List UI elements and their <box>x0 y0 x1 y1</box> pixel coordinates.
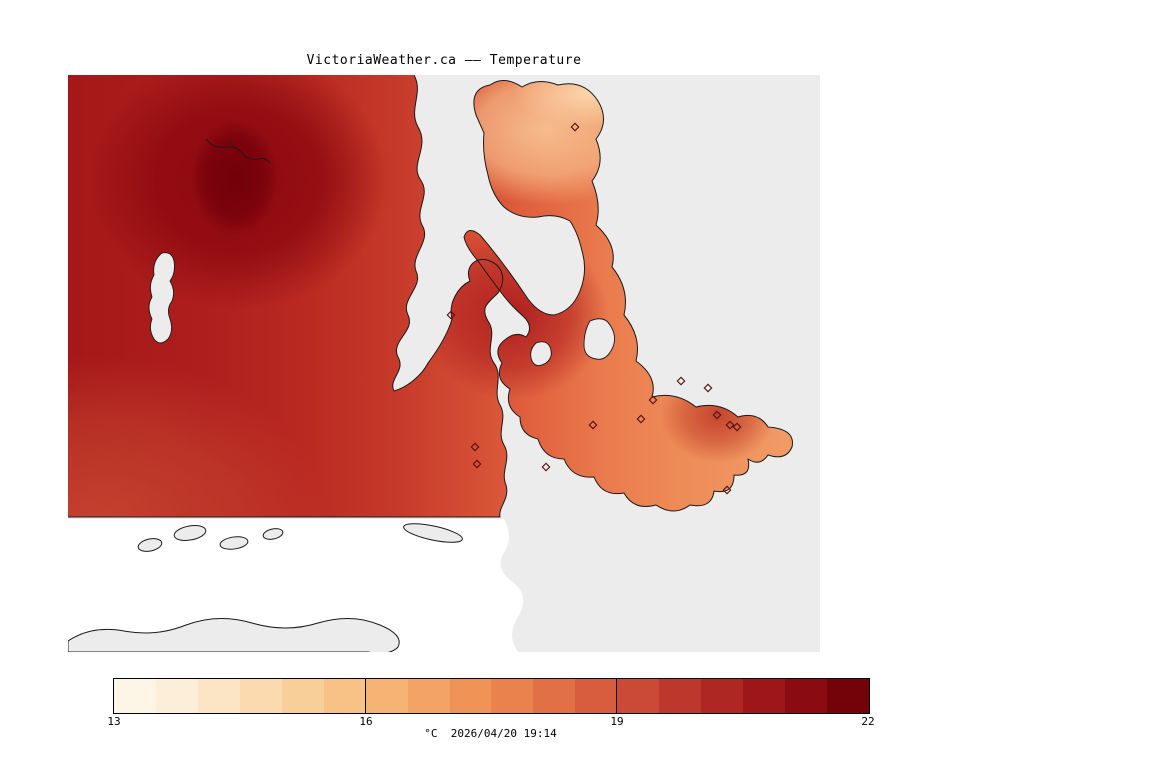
station-marker-icon <box>725 420 735 430</box>
river-line <box>205 138 271 164</box>
southern-land <box>68 523 463 652</box>
coastlines <box>68 75 793 518</box>
mainland-coastline <box>68 75 508 518</box>
colorbar-segment <box>575 679 618 713</box>
station-marker-icon <box>676 376 686 386</box>
colorbar-segment <box>365 679 408 713</box>
colorbar-segment <box>449 679 492 713</box>
colorbar-segment <box>659 679 702 713</box>
colorbar-segment <box>533 679 576 713</box>
colorbar-segment <box>407 679 450 713</box>
colorbar-segment <box>491 679 534 713</box>
colorbar <box>113 678 870 714</box>
station-marker-icon <box>570 122 580 132</box>
colorbar-segment <box>197 679 240 713</box>
lake-outlines <box>148 252 615 366</box>
station-marker-icon <box>470 442 480 452</box>
colorbar-tickmark-16 <box>364 678 366 714</box>
colorbar-segment <box>155 679 198 713</box>
station-marker-icon <box>446 310 456 320</box>
station-marker-icon <box>541 462 551 472</box>
colorbar-tick-22: 22 <box>861 715 875 728</box>
station-markers <box>225 122 742 495</box>
station-marker-icon <box>472 459 482 469</box>
colorbar-segment <box>239 679 282 713</box>
temperature-map <box>68 75 820 652</box>
colorbar-tick-19: 19 <box>610 715 624 728</box>
station-marker-icon <box>648 395 658 405</box>
page-title: VictoriaWeather.ca —— Temperature <box>306 53 582 68</box>
colorbar-segment <box>323 679 366 713</box>
timestamp-label: °C 2026/04/20 19:14 <box>424 727 557 740</box>
peninsula-coastline <box>463 80 793 512</box>
station-marker-icon <box>712 410 722 420</box>
station-marker-icon <box>225 140 235 150</box>
colorbar-segment <box>826 679 869 713</box>
station-marker-icon <box>732 422 742 432</box>
colorbar-gradient <box>114 679 869 713</box>
station-marker-icon <box>636 414 646 424</box>
colorbar-tick-13: 13 <box>107 715 121 728</box>
colorbar-segment <box>743 679 785 713</box>
colorbar-segment <box>114 679 156 713</box>
station-marker-icon <box>588 420 598 430</box>
station-marker-icon <box>722 485 732 495</box>
colorbar-segment <box>701 679 744 713</box>
colorbar-segment <box>617 679 660 713</box>
strait-water <box>68 519 524 652</box>
colorbar-tickmark-19 <box>616 678 618 714</box>
colorbar-segment <box>281 679 324 713</box>
colorbar-tick-16: 16 <box>359 715 373 728</box>
station-marker-icon <box>703 383 713 393</box>
colorbar-segment <box>785 679 827 713</box>
